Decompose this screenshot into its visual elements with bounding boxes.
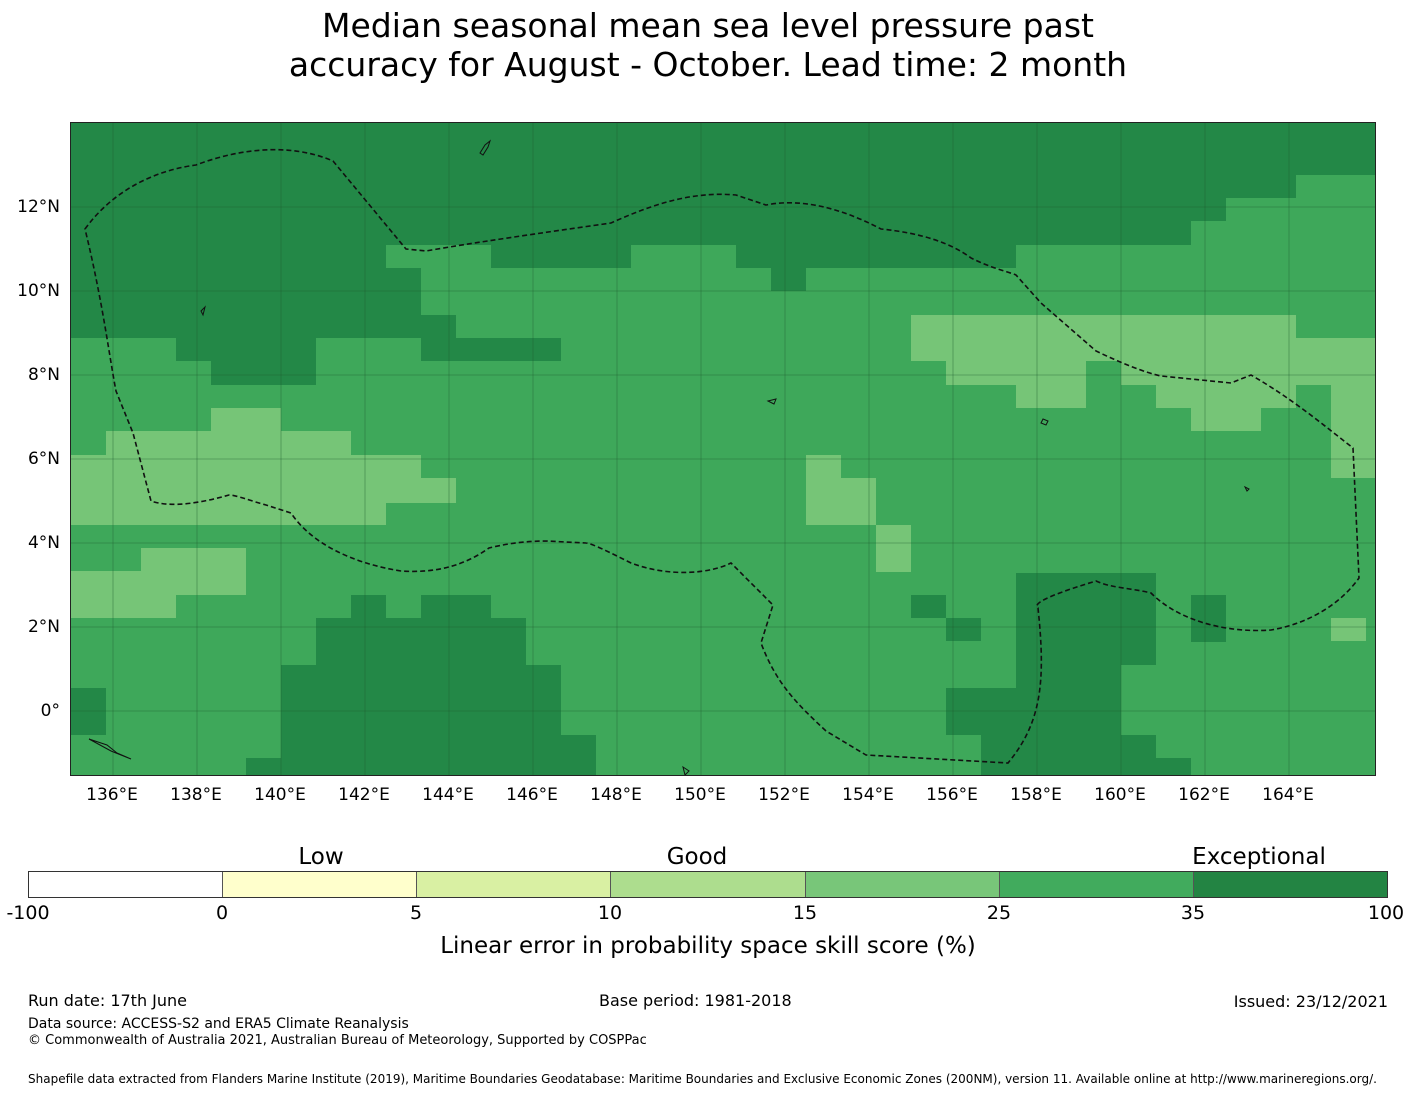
base-period: Base period: 1981-2018 [599,991,792,1010]
tick-label: 10 [597,902,623,924]
colorbar-segment [1193,872,1387,897]
issued-date: Issued: 23/12/2021 [1233,992,1388,1011]
lon-label-148e: 148°E [590,785,642,805]
category-label-exceptional: Exceptional [1192,844,1326,870]
colorbar-segment [223,872,418,897]
lat-label-2n: 2°N [27,617,60,637]
tick-label: 25 [986,902,1012,924]
eez-boundary [84,148,1360,764]
tick-label: 5 [409,902,423,924]
shapefile-credit: Shapefile data extracted from Flanders M… [28,1072,1377,1086]
colorbar-segment [29,872,224,897]
graticule [71,123,1375,775]
lat-label-10n: 10°N [17,281,60,301]
lon-label-146e: 146°E [506,785,558,805]
lon-label-152e: 152°E [758,785,810,805]
colorbar-segment [999,872,1194,897]
lon-label-158e: 158°E [1010,785,1062,805]
tick-label: 15 [792,902,818,924]
copyright: © Commonwealth of Australia 2021, Austra… [28,1033,647,1048]
tick-label: -100 [6,902,50,924]
category-label-low: Low [298,844,344,870]
southern-dark-region [246,595,596,775]
dark-cell [1191,595,1226,642]
light-cell [876,525,911,572]
lon-label-144e: 144°E [422,785,474,805]
central-light-region [806,455,876,525]
map-svg [71,123,1375,775]
lon-label-142e: 142°E [338,785,390,805]
lon-label-160e: 160°E [1094,785,1146,805]
lon-label-156e: 156°E [926,785,978,805]
colorbar-title: Linear error in probability space skill … [440,933,976,959]
skill-map [70,122,1376,776]
lon-label-136e: 136°E [86,785,138,805]
islands [88,139,1250,775]
tick-label: 100 [1367,902,1405,924]
northern-dark-region [71,123,1375,385]
lon-label-154e: 154°E [842,785,894,805]
lat-label-6n: 6°N [27,449,60,469]
lon-label-162e: 162°E [1178,785,1230,805]
lat-label-0: 0° [40,701,60,721]
dark-cell [911,595,946,618]
data-source: Data source: ACCESS-S2 and ERA5 Climate … [28,1016,409,1032]
lat-label-12n: 12°N [17,197,60,217]
dark-skill-cells [71,123,1375,775]
tick-label: 0 [215,902,229,924]
colorbar-segment [805,872,1000,897]
colorbar [28,871,1388,898]
dark-cell [71,688,106,735]
lon-label-164e: 164°E [1262,785,1314,805]
title-line-1: Median seasonal mean sea level pressure … [322,6,1094,45]
lat-label-4n: 4°N [27,533,60,553]
colorbar-segment [611,872,806,897]
western-light-region [71,408,456,525]
lon-label-140e: 140°E [254,785,306,805]
title-line-2: accuracy for August - October. Lead time… [288,45,1128,84]
dark-cell [946,618,981,641]
light-cell [1331,618,1366,641]
lon-label-138e: 138°E [170,785,222,805]
tick-label: 35 [1180,902,1206,924]
lat-label-8n: 8°N [27,365,60,385]
eastern-dark-region [946,573,1191,775]
chart-title: Median seasonal mean sea level pressure … [0,6,1416,84]
run-date: Run date: 17th June [28,991,188,1010]
colorbar-segment [417,872,612,897]
lon-label-150e: 150°E [674,785,726,805]
category-label-good: Good [666,844,728,870]
far-east-light-region [1331,338,1375,478]
southwest-light-region [71,548,246,618]
